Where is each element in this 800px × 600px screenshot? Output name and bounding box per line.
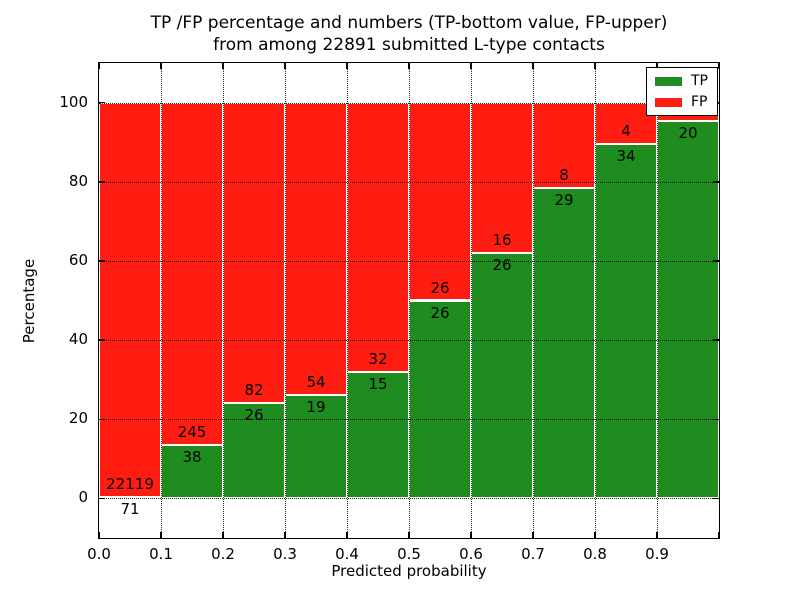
tp-bar-segment	[285, 395, 347, 499]
x-tick-label: 0.5	[397, 545, 421, 563]
x-tick-mark	[222, 532, 224, 538]
x-tick-mark	[594, 532, 596, 538]
plot-area: 22119 71 245 38 82 26 54 19 32 15 26 26 16 26 8 29 4 34 20	[99, 63, 719, 538]
legend-item-tp: TP	[655, 74, 708, 88]
x-tick-mark-top	[532, 63, 534, 69]
tp-count-label: 15	[368, 375, 388, 394]
x-tick-mark-top	[594, 63, 596, 69]
x-tick-mark	[718, 532, 720, 538]
y-tick-mark	[99, 260, 105, 262]
fp-bar-segment	[471, 102, 533, 254]
x-tick-mark	[346, 532, 348, 538]
x-tick-label: 0.8	[583, 545, 607, 563]
tp-bar-segment	[161, 445, 223, 499]
y-tick-mark-right	[713, 260, 719, 262]
tp-bar-segment	[595, 144, 657, 499]
y-tick-mark-right	[713, 339, 719, 341]
y-axis-label: Percentage	[20, 258, 38, 344]
y-tick-mark	[99, 497, 105, 500]
fp-bar-segment	[99, 102, 161, 498]
x-tick-mark	[470, 532, 472, 538]
x-tick-label: 0.9	[645, 545, 669, 563]
tp-count-label: 26	[492, 256, 512, 275]
y-tick-label: 0	[78, 488, 88, 507]
x-tick-label: 0.0	[87, 545, 111, 563]
tp-bar-segment	[657, 121, 719, 499]
tp-bar-segment	[223, 403, 285, 499]
x-tick-mark	[656, 532, 658, 538]
x-tick-label: 0.2	[211, 545, 235, 563]
y-tick-mark-right	[713, 497, 719, 500]
fp-bar-segment	[533, 102, 595, 189]
fp-bar-segment	[161, 102, 223, 446]
x-tick-mark	[284, 532, 286, 538]
tp-count-label: 71	[120, 500, 140, 519]
tp-count-label: 29	[554, 191, 574, 210]
legend-label-fp: FP	[691, 94, 708, 110]
x-tick-mark	[160, 532, 162, 538]
fp-count-label: 82	[244, 381, 264, 400]
y-tick-mark	[99, 418, 105, 420]
x-tick-mark	[408, 532, 410, 538]
x-tick-mark-top	[284, 63, 286, 69]
y-tick-mark	[99, 339, 105, 341]
fp-count-label: 54	[306, 373, 326, 392]
y-tick-mark	[99, 101, 105, 104]
chart-title-line2: from among 22891 submitted L-type contac…	[213, 35, 605, 55]
y-tick-label: 20	[68, 409, 88, 428]
x-tick-mark-top	[160, 63, 162, 69]
tp-count-label: 20	[678, 124, 698, 143]
x-tick-mark-top	[98, 63, 100, 69]
tp-count-label: 26	[430, 303, 450, 322]
y-tick-label: 40	[68, 330, 88, 349]
fp-count-label: 16	[492, 231, 512, 250]
fp-count-label: 4	[621, 122, 631, 141]
x-tick-mark-top	[408, 63, 410, 69]
fp-count-label: 8	[559, 166, 569, 185]
fp-count-label: 26	[430, 278, 450, 297]
tp-count-label: 26	[244, 406, 264, 425]
y-tick-label: 80	[68, 171, 88, 190]
chart-title: TP /FP percentage and numbers (TP-bottom…	[99, 12, 719, 56]
x-tick-label: 0.6	[459, 545, 483, 563]
x-tick-mark	[98, 532, 100, 538]
y-tick-mark-right	[713, 181, 719, 183]
tp-count-label: 38	[182, 448, 202, 467]
tp-bar-segment	[471, 253, 533, 499]
bars-layer	[99, 63, 719, 538]
legend-label-tp: TP	[691, 73, 708, 89]
legend-item-fp: FP	[655, 95, 708, 109]
x-tick-label: 0.3	[273, 545, 297, 563]
y-tick-label: 60	[68, 250, 88, 269]
bar-labels-layer: 22119 71 245 38 82 26 54 19 32 15 26 26 16 26 8 29 4 34 20	[99, 63, 719, 538]
x-tick-label: 0.7	[521, 545, 545, 563]
x-tick-label: 0.1	[149, 545, 173, 563]
x-tick-mark-top	[718, 63, 720, 69]
y-tick-mark-right	[713, 418, 719, 420]
x-tick-label: 0.4	[335, 545, 359, 563]
x-tick-mark-top	[222, 63, 224, 69]
tp-bar-segment	[533, 188, 595, 499]
chart-title-line1: TP /FP percentage and numbers (TP-bottom…	[150, 13, 668, 33]
fp-count-label: 32	[368, 350, 388, 369]
x-tick-mark-top	[470, 63, 472, 69]
x-axis-label: Predicted probability	[331, 562, 487, 580]
tp-color-swatch-icon	[655, 76, 682, 86]
y-tick-mark	[99, 181, 105, 183]
legend: TP FP	[646, 67, 718, 116]
x-tick-mark	[532, 532, 534, 538]
y-tick-label: 100	[59, 92, 88, 111]
fp-bar-segment	[409, 102, 471, 301]
fp-bar-segment	[347, 102, 409, 373]
fp-count-label: 22119	[106, 475, 154, 494]
tp-count-label: 19	[306, 398, 326, 417]
tp-count-label: 34	[616, 147, 636, 166]
fp-count-label: 245	[177, 423, 207, 442]
fp-color-swatch-icon	[655, 97, 682, 107]
x-tick-mark-top	[346, 63, 348, 69]
fp-bar-segment	[285, 102, 347, 396]
